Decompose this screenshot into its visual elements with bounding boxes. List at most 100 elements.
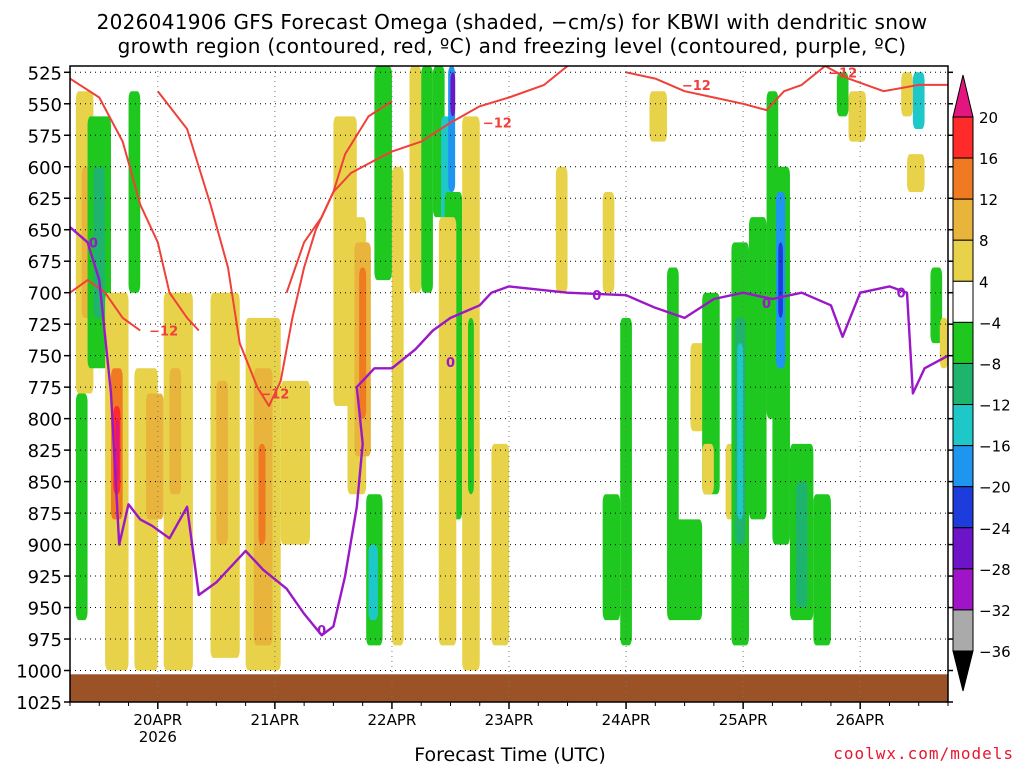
y-tick-label: 675 (28, 252, 62, 273)
omega-cell (146, 393, 164, 520)
dgz-contour (285, 66, 569, 294)
dgz-contour-label: −12 (149, 324, 178, 339)
y-tick-label: 525 (28, 63, 62, 84)
freezing-level-label: 0 (89, 236, 98, 251)
omega-cell (93, 166, 106, 318)
colorbar-label: 8 (979, 232, 989, 250)
omega-cell (737, 343, 744, 520)
freezing-level-label: 0 (897, 287, 906, 302)
x-axis-title: Forecast Time (UTC) (414, 744, 606, 766)
colorbar-label: 16 (979, 150, 998, 168)
omega-cell (748, 217, 767, 520)
colorbar-label: −24 (979, 520, 1011, 538)
colorbar-label: 12 (979, 191, 998, 209)
omega-cell (128, 91, 141, 293)
omega-cell (75, 393, 88, 621)
y-tick-label: 725 (28, 315, 62, 336)
colorbar-swatch (952, 568, 974, 611)
grid-lines (70, 66, 948, 703)
omega-cell (421, 66, 433, 293)
x-tick-label: 24APR (602, 711, 651, 729)
freezing-level-label: 0 (317, 624, 326, 639)
colorbar-swatch (952, 486, 974, 529)
omega-cell (169, 368, 182, 495)
omega-cell (368, 544, 378, 621)
omega-cell (216, 380, 229, 545)
colorbar-swatch (952, 198, 974, 241)
y-tick-label: 700 (28, 284, 62, 305)
y-tick-label: 1025 (16, 693, 62, 714)
omega-cell (468, 317, 474, 495)
y-tick-label: 800 (28, 410, 62, 431)
omega-cell (391, 166, 404, 646)
omega-cell (836, 72, 849, 117)
colorbar-label: −8 (979, 355, 1001, 373)
omega-cell (912, 72, 925, 129)
y-tick-label: 550 (28, 95, 62, 116)
dgz-contour-label: −12 (682, 79, 711, 94)
y-tick-label: 750 (28, 347, 62, 368)
credit-link[interactable]: coolwx.com/models (833, 744, 1014, 763)
omega-cell (907, 154, 925, 192)
dgz-contour (70, 279, 141, 332)
dgz-contour-label: −12 (828, 66, 857, 81)
y-tick-label: 1000 (16, 662, 62, 683)
omega-cell (555, 166, 568, 293)
colorbar-swatch (952, 362, 974, 406)
omega-cell (602, 191, 615, 293)
omega-cell (258, 443, 266, 545)
omega-shading (75, 66, 948, 671)
x-tick-label: 23APR (485, 711, 534, 729)
colorbar-swatch (952, 527, 974, 570)
colorbar-swatch (952, 280, 974, 323)
omega-cell (778, 242, 783, 318)
omega-cell (374, 66, 392, 281)
omega-cell (649, 91, 668, 142)
omega-cell (280, 380, 310, 545)
ground-band (70, 674, 948, 702)
freezing-level-label: 0 (592, 289, 601, 304)
omega-cell (409, 66, 422, 293)
y-tick-label: 650 (28, 221, 62, 242)
y-tick-label: 625 (28, 189, 62, 210)
colorbar-label: −36 (979, 643, 1011, 661)
x-tick-label: 21APR (250, 711, 299, 729)
freezing-level-label: 0 (446, 356, 455, 371)
chart-title-line2: growth region (contoured, red, ºC) and f… (117, 34, 907, 58)
y-tick-label: 825 (28, 441, 62, 462)
y-tick-label: 875 (28, 504, 62, 525)
dgz-contour (625, 66, 948, 112)
y-tick-label: 775 (28, 378, 62, 399)
y-tick-label: 575 (28, 126, 62, 147)
omega-cell (702, 443, 714, 495)
dgz-contour-label: −12 (483, 117, 512, 132)
dgz-contour-label: −12 (260, 387, 289, 402)
omega-cell (848, 91, 867, 142)
colorbar-swatch (952, 445, 974, 488)
dgz-contour (70, 77, 200, 332)
colorbar-swatch (952, 609, 974, 652)
colorbar-label: 4 (979, 273, 989, 291)
colorbar-label: 20 (979, 109, 998, 127)
colorbar-label: −28 (979, 561, 1011, 579)
freezing-level-label: 0 (762, 297, 771, 312)
freezing-level-contour (70, 226, 948, 637)
x-tick-label: 26APR (836, 711, 885, 729)
colorbar-swatch (952, 116, 974, 159)
omega-cell (930, 267, 943, 344)
colorbar-label: −12 (979, 397, 1011, 415)
colorbar-swatch (952, 321, 974, 364)
contour-lines: −12 −12 −12 −12 −12 0 0 0 0 0 0 (70, 66, 948, 639)
y-tick-label: 925 (28, 567, 62, 588)
omega-cell (450, 72, 456, 117)
y-tick-label: 975 (28, 630, 62, 651)
omega-cell (813, 494, 831, 646)
colorbar: 20 16 12 8 4 −4 −8 −12 −16 −20 −24 −28 −32 −36 (952, 74, 1011, 692)
omega-cell (359, 267, 367, 419)
colorbar-label: −20 (979, 479, 1011, 497)
colorbar-label: −4 (979, 314, 1001, 332)
x-tick-label: 25APR (719, 711, 768, 729)
colorbar-under-arrow (952, 650, 974, 692)
